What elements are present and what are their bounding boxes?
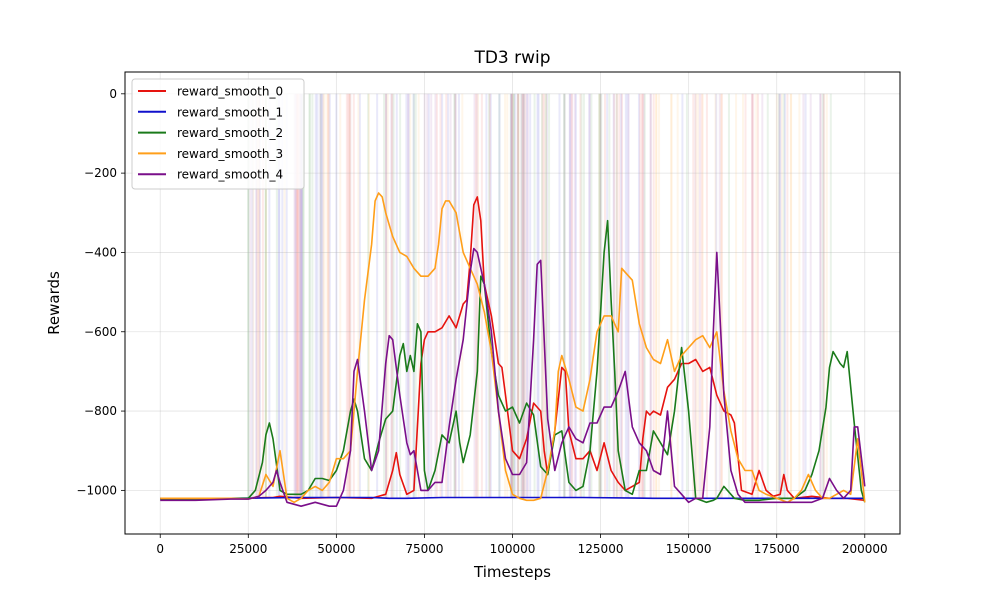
x-tick-label: 175000	[754, 542, 800, 556]
x-tick-label: 200000	[842, 542, 888, 556]
legend: reward_smooth_0 reward_smooth_1 reward_smo…	[131, 78, 305, 190]
x-tick-label: 150000	[666, 542, 712, 556]
x-tick-label: 25000	[229, 542, 267, 556]
legend-box	[131, 78, 305, 190]
raw-traces-layer	[247, 93, 832, 499]
x-tick-label: 100000	[490, 542, 536, 556]
y-tick-label: −600	[84, 325, 117, 339]
series-line-0	[160, 196, 865, 502]
series-layer	[160, 192, 866, 507]
series-line-2	[160, 219, 866, 504]
tick-layer: 0 25000 50000 75000 100000 125000 150000 175000…	[76, 87, 887, 556]
y-axis-label: Rewards	[45, 271, 63, 335]
x-axis-label: Timesteps	[473, 563, 551, 581]
y-tick-label: −200	[84, 166, 117, 180]
series-line-3	[160, 192, 866, 504]
x-tick-label: 125000	[578, 542, 624, 556]
y-tick-label: −1000	[76, 483, 117, 497]
x-tick-label: 75000	[405, 542, 443, 556]
series-line-4	[160, 247, 866, 507]
chart-title: TD3 rwip	[473, 48, 550, 68]
legend-label: reward_smooth_0	[177, 85, 283, 99]
y-tick-label: −400	[84, 245, 117, 259]
y-tick-label: −800	[84, 404, 117, 418]
legend-label: reward_smooth_3	[177, 147, 283, 161]
legend-label: reward_smooth_1	[177, 105, 283, 119]
legend-label: reward_smooth_2	[177, 126, 283, 140]
x-tick-label: 50000	[317, 542, 355, 556]
series-line-1	[160, 496, 865, 500]
y-tick-label: 0	[109, 87, 117, 101]
x-tick-label: 0	[156, 542, 164, 556]
legend-label: reward_smooth_4	[177, 168, 283, 182]
